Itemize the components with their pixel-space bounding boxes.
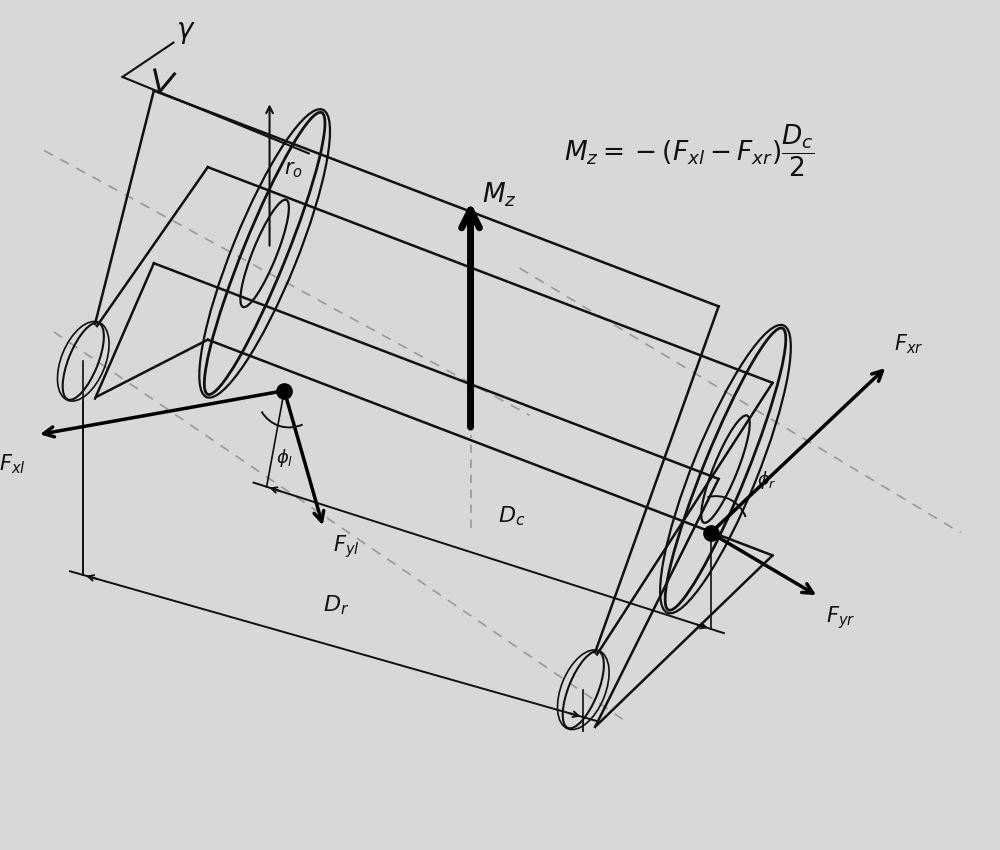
Text: $r_o$: $r_o$ — [284, 161, 303, 180]
Text: $M_z = -(F_{xl} - F_{xr})\dfrac{D_c}{2}$: $M_z = -(F_{xl} - F_{xr})\dfrac{D_c}{2}$ — [564, 122, 814, 178]
Text: $F_{yl}$: $F_{yl}$ — [333, 533, 360, 559]
Text: $F_{xl}$: $F_{xl}$ — [0, 452, 25, 476]
Text: $\phi_l$: $\phi_l$ — [276, 446, 293, 468]
Text: $M_z$: $M_z$ — [482, 180, 517, 209]
Text: $\phi_r$: $\phi_r$ — [757, 468, 777, 490]
Text: $F_{xr}$: $F_{xr}$ — [894, 332, 924, 356]
Text: $F_{yr}$: $F_{yr}$ — [826, 604, 856, 632]
Text: $\gamma$: $\gamma$ — [176, 20, 196, 46]
Text: $D_c$: $D_c$ — [498, 505, 526, 529]
Text: $D_r$: $D_r$ — [323, 593, 350, 617]
